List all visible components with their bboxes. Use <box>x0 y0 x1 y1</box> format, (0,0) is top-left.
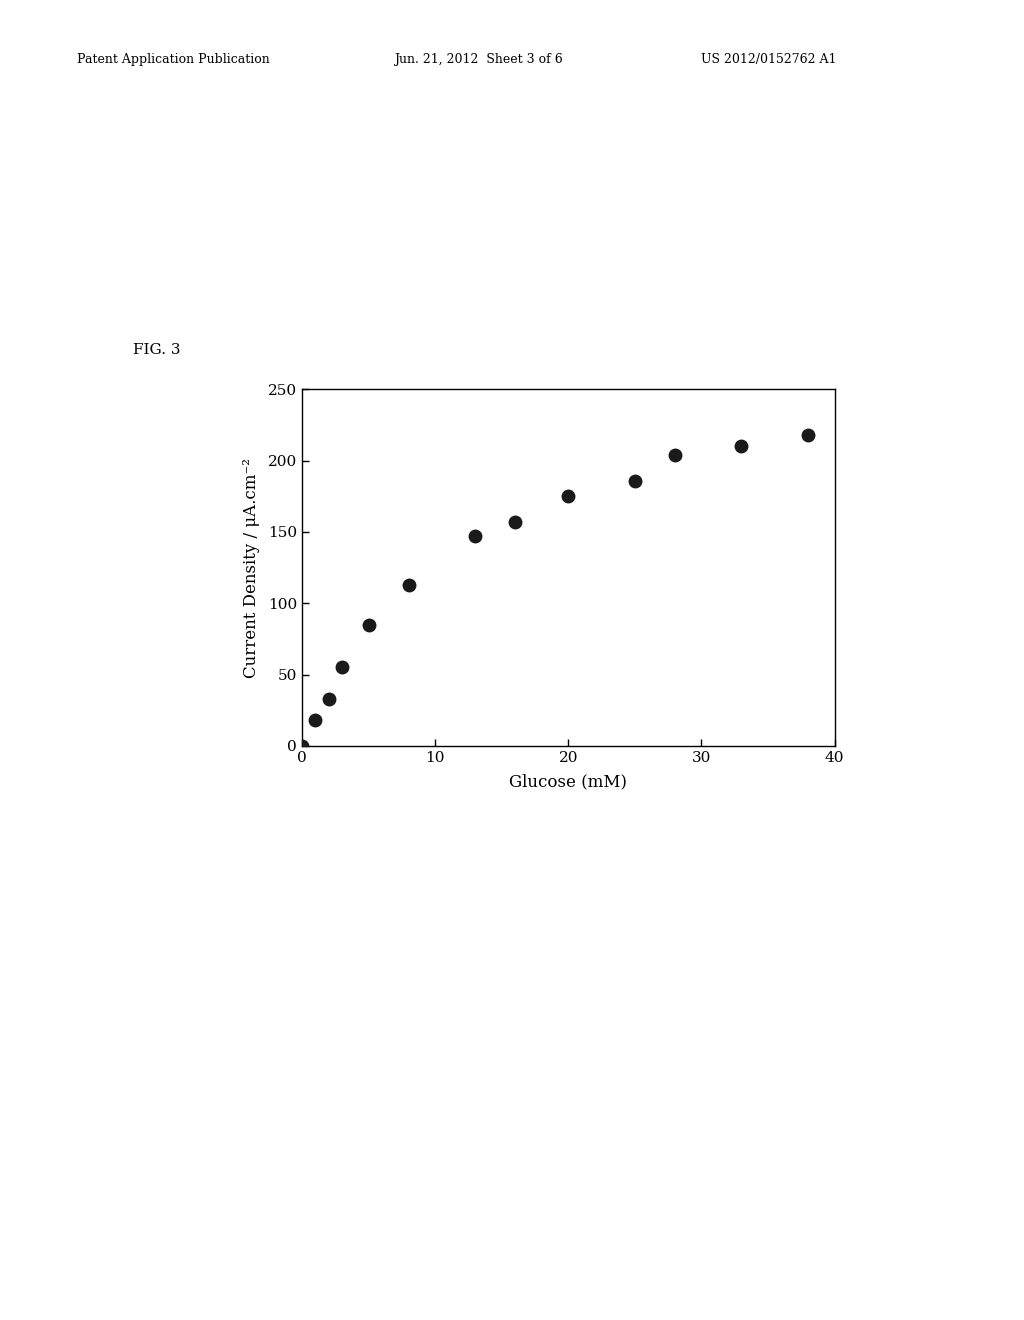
Point <box>321 688 337 709</box>
Point <box>400 574 417 595</box>
Text: Jun. 21, 2012  Sheet 3 of 6: Jun. 21, 2012 Sheet 3 of 6 <box>394 53 563 66</box>
Point <box>360 614 377 635</box>
Point <box>560 486 577 507</box>
Text: Patent Application Publication: Patent Application Publication <box>77 53 269 66</box>
Point <box>627 470 643 491</box>
Text: FIG. 3: FIG. 3 <box>133 343 180 356</box>
Point <box>307 710 324 731</box>
Point <box>467 525 483 546</box>
X-axis label: Glucose (mM): Glucose (mM) <box>509 774 628 789</box>
Point <box>507 511 523 532</box>
Point <box>667 445 683 466</box>
Point <box>733 436 750 457</box>
Text: US 2012/0152762 A1: US 2012/0152762 A1 <box>701 53 837 66</box>
Point <box>334 657 350 678</box>
Y-axis label: Current Density / μA.cm⁻²: Current Density / μA.cm⁻² <box>243 458 260 677</box>
Point <box>294 735 310 756</box>
Point <box>800 425 816 446</box>
